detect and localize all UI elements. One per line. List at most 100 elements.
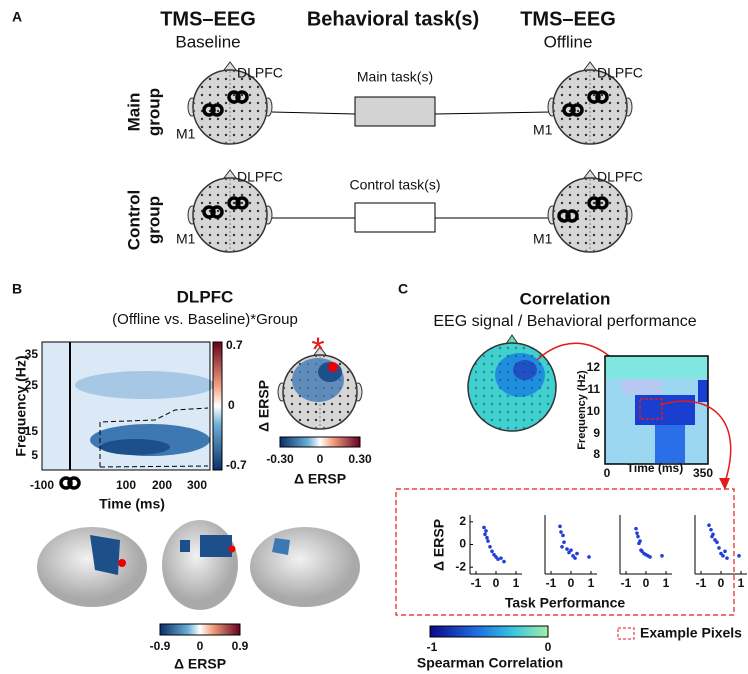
colorbar-tick: 0.9 bbox=[232, 639, 249, 653]
heatmap-cell bbox=[698, 380, 708, 402]
x-tick-label: -1 bbox=[471, 576, 482, 590]
colorbar-tick: -0.30 bbox=[266, 452, 294, 466]
heatmap: 12 11 10 9 8 Frequency (Hz) 0 350 Time (… bbox=[576, 355, 732, 490]
point bbox=[483, 532, 487, 537]
task-label: Control task(s) bbox=[349, 177, 440, 193]
site-label: M1 bbox=[176, 126, 196, 142]
point bbox=[710, 534, 714, 539]
colorbar-tick: 0 bbox=[317, 452, 324, 466]
y-tick-label: 12 bbox=[587, 360, 601, 374]
point bbox=[560, 544, 564, 549]
point bbox=[635, 531, 639, 535]
colorbar-label: Δ ERSP bbox=[294, 471, 346, 487]
target-label: DLPFC bbox=[597, 169, 643, 185]
heatmap-cell bbox=[622, 380, 662, 394]
point bbox=[561, 533, 565, 538]
x-tick-label: 0 bbox=[568, 576, 575, 590]
panel-label: B bbox=[12, 281, 22, 297]
y-tick-label: 35 bbox=[25, 347, 39, 361]
group-label: Main bbox=[124, 93, 143, 132]
x-tick-label: 0 bbox=[718, 576, 725, 590]
x-axis-label: Task Performance bbox=[505, 595, 626, 611]
row-control: Control group Control task(s) DLPFC DLPF… bbox=[124, 169, 643, 253]
brain bbox=[162, 520, 238, 610]
point bbox=[502, 559, 506, 564]
colorbar-tick: -1 bbox=[427, 640, 438, 654]
column-subtitle: Offline bbox=[544, 32, 593, 51]
y-tick-label: 8 bbox=[593, 447, 600, 461]
point bbox=[569, 548, 573, 552]
point bbox=[499, 556, 503, 560]
x-tick-label: 1 bbox=[738, 576, 745, 590]
point bbox=[575, 551, 579, 556]
point bbox=[573, 556, 577, 560]
colorbar-label: Δ ERSP bbox=[174, 656, 226, 672]
x-axis-label: Time (ms) bbox=[99, 496, 165, 512]
x-tick-label: 100 bbox=[116, 478, 136, 492]
heatmap-cell bbox=[655, 425, 685, 463]
point bbox=[648, 555, 652, 559]
significance-contour bbox=[99, 407, 209, 468]
colorbar-tick: -0.9 bbox=[150, 639, 171, 653]
colorbar bbox=[279, 436, 361, 448]
panel-label: C bbox=[398, 281, 408, 297]
colorbar bbox=[159, 623, 241, 636]
arrow bbox=[659, 400, 732, 483]
panel-label: A bbox=[12, 9, 22, 25]
site-label: M1 bbox=[176, 231, 196, 247]
point bbox=[721, 554, 725, 558]
brain-cluster bbox=[90, 535, 120, 575]
heatmap-cell bbox=[635, 395, 695, 425]
electrode-marker bbox=[118, 559, 126, 567]
task-box bbox=[354, 96, 436, 127]
point bbox=[565, 547, 569, 551]
colorbar-tick: 0 bbox=[228, 398, 235, 412]
y-tick-label: 9 bbox=[593, 426, 600, 440]
y-tick-label: 0 bbox=[459, 537, 466, 551]
point bbox=[486, 539, 490, 543]
point bbox=[562, 540, 566, 545]
legend-label: Example Pixels bbox=[640, 625, 742, 641]
point bbox=[637, 541, 641, 546]
group-label: group bbox=[144, 196, 163, 244]
task-box bbox=[354, 202, 436, 233]
x-tick-label: 0 bbox=[493, 576, 500, 590]
x-tick-label: 0 bbox=[643, 576, 650, 590]
colorbar bbox=[429, 625, 549, 638]
y-tick-label: 5 bbox=[31, 448, 38, 462]
x-tick-label: 1 bbox=[663, 576, 670, 590]
site-label: M1 bbox=[533, 122, 553, 138]
brain bbox=[250, 527, 360, 607]
target-label: DLPFC bbox=[237, 65, 283, 81]
brain-cluster bbox=[200, 535, 232, 557]
topo-b: * -0.30 0 0.30 Δ ERSP bbox=[266, 331, 372, 487]
x-tick-label: 0 bbox=[604, 466, 611, 480]
y-tick-label: 2 bbox=[459, 514, 466, 528]
x-tick-label: -1 bbox=[696, 576, 707, 590]
point bbox=[737, 554, 741, 558]
coil bbox=[59, 476, 81, 490]
x-tick-label: 200 bbox=[152, 478, 172, 492]
column-subtitle: Baseline bbox=[175, 32, 240, 51]
example-box bbox=[395, 488, 735, 616]
panel-subtitle: EEG signal / Behavioral performance bbox=[433, 313, 696, 330]
topo-c bbox=[467, 334, 638, 432]
point bbox=[709, 527, 713, 532]
axes-frame bbox=[604, 355, 709, 465]
point bbox=[636, 534, 640, 539]
x-tick-label: 1 bbox=[513, 576, 520, 590]
x-tick-label: -1 bbox=[546, 576, 557, 590]
point bbox=[558, 524, 562, 529]
arrowhead bbox=[719, 478, 730, 490]
point bbox=[634, 526, 638, 531]
x-axis-label: Time (ms) bbox=[627, 461, 683, 475]
y-axis-label: Δ ERSP bbox=[431, 519, 447, 571]
colorbar bbox=[212, 341, 223, 471]
colorbar-tick: 0.7 bbox=[226, 338, 243, 352]
column-title: TMS–EEG bbox=[160, 8, 256, 30]
group-label: Control bbox=[124, 190, 143, 250]
task-label: Main task(s) bbox=[357, 69, 433, 85]
y-tick-label: 10 bbox=[587, 404, 601, 418]
